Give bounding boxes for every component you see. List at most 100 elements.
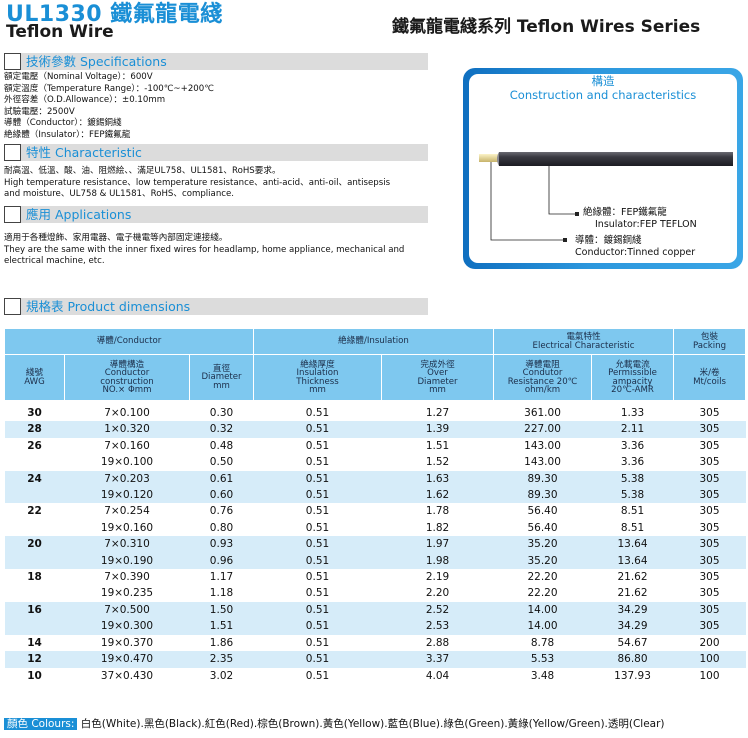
diameter-cell: 0.30 bbox=[209, 407, 234, 419]
section-dimensions: 規格表 Product dimensions bbox=[4, 298, 428, 315]
table-row: 16 7×0.500 1.50 0.51 2.52 14.00 34.29 305 bbox=[4, 601, 746, 619]
colours-line: 顏色 Colours: 白色(White).黑色(Black).紅色(Red).… bbox=[4, 716, 665, 731]
construction-cell: 7×0.390 bbox=[104, 571, 150, 584]
diameter-cell: 0.48 bbox=[209, 439, 234, 452]
over-diameter-cell: 1.39 bbox=[381, 421, 494, 438]
ampacity-cell: 3.36 bbox=[620, 439, 645, 452]
diameter-cell: 0.50 bbox=[209, 456, 234, 469]
wire-illustration bbox=[479, 152, 733, 242]
construction-cell: 7×0.310 bbox=[64, 536, 190, 553]
resistance-cell: 56.40 bbox=[527, 505, 558, 518]
construction-cell: 19×0.100 bbox=[100, 456, 154, 469]
thickness-cell: 0.51 bbox=[305, 456, 330, 469]
group-electrical: 電氣特性 Electrical Characteristic bbox=[493, 328, 675, 355]
insulator-leader-dot bbox=[575, 212, 579, 216]
awg-cell: 22 bbox=[27, 505, 42, 518]
construction-cell: 1×0.320 bbox=[64, 421, 190, 438]
diameter-cell: 0.60 bbox=[189, 487, 254, 504]
col-thickness-en2: Thickness bbox=[296, 376, 339, 387]
resistance-cell: 14.00 bbox=[493, 601, 592, 619]
thickness-cell: 0.51 bbox=[253, 536, 382, 553]
page-title: UL1330 鐵氟龍電綫 bbox=[6, 2, 223, 27]
thickness-cell: 0.51 bbox=[305, 669, 330, 682]
applications-line: 適用于各種燈飾、家用電器、電子機電等內部固定連接綫。 bbox=[4, 233, 228, 243]
ampacity-cell: 13.64 bbox=[591, 536, 674, 553]
packing-cell: 305 bbox=[699, 521, 720, 534]
col-thickness-zh: 絶緣厚度 bbox=[300, 359, 335, 370]
spec-line: 額定電壓（Nominal Voltage）：600V bbox=[4, 72, 153, 82]
over-diameter-cell: 1.98 bbox=[381, 552, 494, 570]
packing-cell: 305 bbox=[673, 536, 746, 553]
construction-cell: 7×0.203 bbox=[64, 470, 190, 488]
col-resistance-unit: ohm/km bbox=[524, 384, 561, 395]
awg-cell bbox=[5, 520, 65, 536]
colours-list: 白色(White).黑色(Black).紅色(Red).棕色(Brown).黃色… bbox=[80, 718, 665, 730]
awg-cell: 14 bbox=[27, 636, 42, 649]
col-construction: 導體構造 Conductor construction NO.× Φmm bbox=[64, 354, 190, 401]
col-thickness-en1: Insulation bbox=[296, 368, 339, 379]
diameter-cell: 0.93 bbox=[189, 536, 254, 553]
over-diameter-cell: 1.51 bbox=[425, 439, 450, 452]
col-packing: 米/卷 Mt/coils bbox=[673, 354, 747, 401]
resistance-cell: 143.00 bbox=[524, 439, 561, 452]
col-overdia-en1: Over bbox=[427, 368, 448, 379]
table-row: 19×0.235 1.18 0.51 2.20 22.20 21.62 305 bbox=[5, 585, 746, 601]
group-packing-zh: 包裝 bbox=[700, 332, 719, 343]
col-construction-en2: construction bbox=[100, 376, 154, 387]
group-packing-en: Packing bbox=[693, 340, 727, 351]
checkbox-icon bbox=[4, 206, 21, 223]
awg-cell: 20 bbox=[4, 536, 65, 553]
awg-cell bbox=[4, 487, 65, 504]
construction-cell: 19×0.120 bbox=[64, 487, 190, 504]
construction-cell: 7×0.160 bbox=[104, 439, 150, 452]
diameter-cell: 0.32 bbox=[189, 421, 254, 438]
spec-line: 額定溫度（Temperature Range）：-100℃~+200℃ bbox=[4, 83, 214, 94]
thickness-cell: 0.51 bbox=[253, 487, 382, 504]
insulator-jacket bbox=[499, 152, 733, 166]
col-awg-en: AWG bbox=[24, 376, 45, 387]
packing-cell: 305 bbox=[699, 439, 720, 452]
ampacity-cell: 5.38 bbox=[591, 470, 674, 488]
packing-cell: 305 bbox=[699, 587, 720, 600]
checkbox-icon bbox=[4, 298, 21, 315]
packing-cell: 305 bbox=[699, 571, 720, 584]
ampacity-cell: 8.51 bbox=[620, 505, 645, 518]
col-ampacity: 允載電流 Permissible ampacity 20℃-AMR bbox=[591, 354, 675, 401]
col-overdia-en2: Diameter bbox=[417, 376, 458, 387]
awg-cell: 10 bbox=[27, 669, 42, 682]
col-overdia-zh: 完成外徑 bbox=[420, 359, 455, 370]
col-thickness: 絶緣厚度 Insulation Thickness mm bbox=[253, 354, 382, 401]
applications-line: electrical machine, etc. bbox=[4, 256, 105, 266]
ampacity-cell: 1.33 bbox=[620, 407, 645, 419]
diameter-cell: 1.50 bbox=[189, 601, 254, 619]
spec-line: 外徑容差（O.D.Allowance）：±0.10mm bbox=[4, 95, 166, 105]
awg-cell: 18 bbox=[27, 571, 42, 584]
thickness-cell: 0.51 bbox=[253, 470, 382, 488]
packing-cell: 305 bbox=[673, 487, 746, 504]
over-diameter-cell: 4.04 bbox=[425, 669, 450, 682]
col-diameter: 直徑 Diameter mm bbox=[189, 354, 254, 401]
insulator-leader bbox=[548, 166, 577, 215]
ampacity-cell: 5.38 bbox=[591, 487, 674, 504]
section-title: 技術參數 Specifications bbox=[26, 54, 167, 69]
resistance-cell: 35.20 bbox=[493, 536, 592, 553]
col-construction-zh: 導體構造 bbox=[109, 359, 145, 370]
col-construction-en1: Conductor bbox=[104, 368, 150, 379]
packing-cell: 305 bbox=[673, 601, 746, 619]
col-diameter-en: Diameter bbox=[201, 372, 242, 383]
insulator-label-zh: 絶緣體：FEP鐵氟龍 bbox=[583, 207, 667, 218]
col-resistance-en1: Condutor bbox=[522, 368, 563, 379]
table-row: 19×0.120 0.60 0.51 1.62 89.30 5.38 305 bbox=[4, 487, 746, 504]
checkbox-icon bbox=[4, 144, 21, 161]
resistance-cell: 89.30 bbox=[493, 470, 592, 488]
characteristic-line: and moisture、UL758 & UL1581、RoHS、complia… bbox=[4, 189, 235, 199]
col-packing-en: Mt/coils bbox=[693, 376, 726, 387]
ampacity-cell: 21.62 bbox=[617, 571, 648, 584]
jacket-end bbox=[497, 152, 499, 166]
applications-line: They are the same with the inner fixed w… bbox=[4, 244, 405, 255]
construction-cell: 19×0.160 bbox=[100, 521, 154, 534]
section-specifications: 技術參數 Specifications bbox=[4, 53, 428, 70]
diameter-cell: 1.18 bbox=[209, 587, 234, 600]
resistance-cell: 8.78 bbox=[530, 636, 555, 649]
ampacity-cell: 86.80 bbox=[591, 651, 674, 668]
